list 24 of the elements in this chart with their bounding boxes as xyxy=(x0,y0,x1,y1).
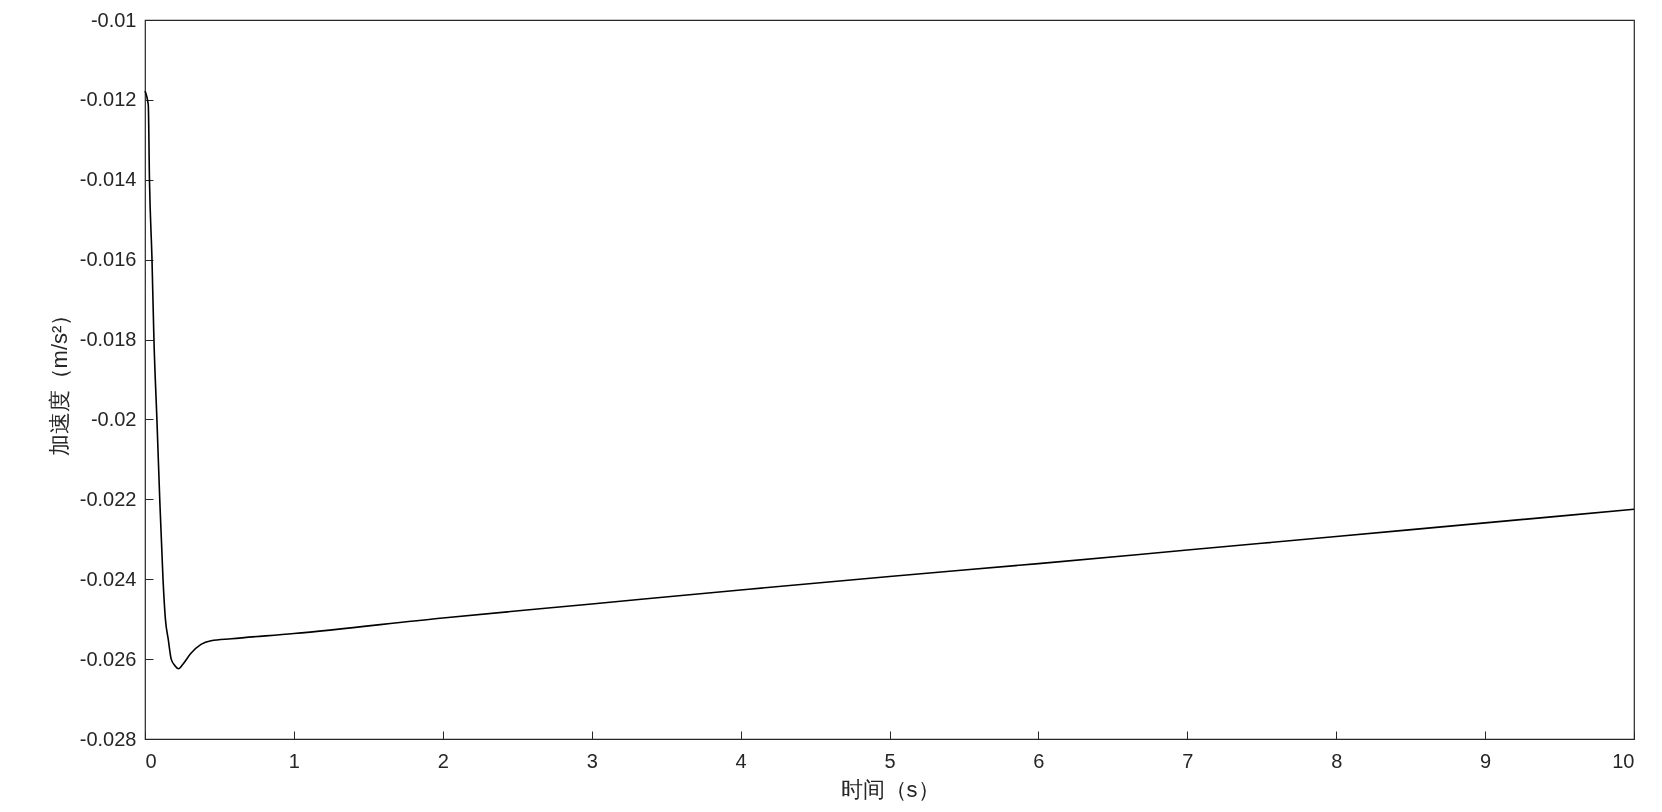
y-tick-label: -0.022 xyxy=(79,487,137,510)
x-tick-label: 4 xyxy=(735,749,747,772)
x-tick-label: 0 xyxy=(145,749,157,772)
x-tick-label: 3 xyxy=(586,749,598,772)
y-axis-title: 加速度（m/s²） xyxy=(46,303,72,457)
y-tick-label: -0.028 xyxy=(79,727,137,750)
x-tick-label: 10 xyxy=(1612,749,1635,772)
x-tick-label: 7 xyxy=(1182,749,1194,772)
y-tick-label: -0.016 xyxy=(79,248,137,271)
y-tick-label: -0.026 xyxy=(79,647,137,670)
x-tick-label: 5 xyxy=(884,749,896,772)
y-tick-label: -0.02 xyxy=(90,407,137,430)
y-tick-label: -0.018 xyxy=(79,328,137,351)
y-tick-label: -0.014 xyxy=(79,168,137,191)
y-tick-label: -0.012 xyxy=(79,88,137,111)
x-axis-title: 时间（s） xyxy=(840,776,940,802)
x-tick-label: 9 xyxy=(1480,749,1492,772)
x-tick-label: 8 xyxy=(1331,749,1343,772)
line-series xyxy=(144,90,1635,670)
y-tick-label: -0.024 xyxy=(79,567,137,590)
x-tick-label: 6 xyxy=(1033,749,1045,772)
x-tick-label: 2 xyxy=(437,749,449,772)
x-tick-label: 1 xyxy=(288,749,300,772)
y-tick-label: -0.01 xyxy=(90,8,137,31)
